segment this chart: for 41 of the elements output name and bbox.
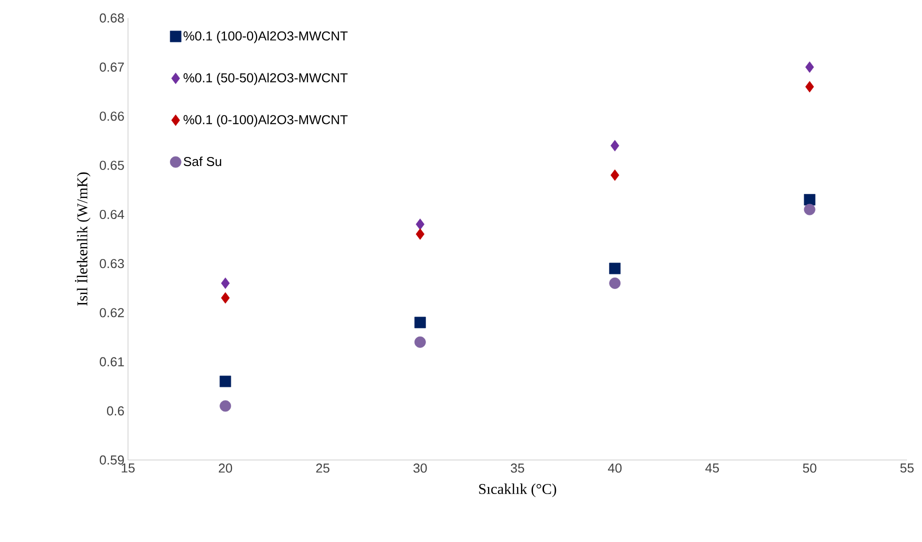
y-tick-label: 0.64 [100, 210, 124, 220]
point [414, 316, 426, 328]
legend-label: Saf Su [184, 156, 222, 166]
point [610, 140, 620, 152]
legend-label: %0.1 (50-50)Al2O3-MWCNT [184, 72, 348, 85]
point [416, 218, 424, 230]
point [804, 194, 816, 206]
y-tick-label: 0.66 [100, 112, 124, 121]
point [220, 376, 232, 388]
x-tick-label: 35 [510, 464, 524, 473]
x-tick-label: 40 [608, 464, 622, 473]
x-tick-label: 50 [802, 464, 816, 473]
legend-label: %0.1 (100-0)Al2O3-MWCNT [184, 31, 348, 44]
y-tick-label: 0.63 [100, 258, 124, 268]
point [414, 336, 426, 348]
point [609, 278, 621, 289]
point [609, 262, 621, 274]
point [221, 278, 230, 289]
point [805, 61, 814, 73]
x-tick-label: 20 [218, 464, 232, 473]
y-tick-label: 0.68 [100, 13, 124, 23]
point [805, 81, 814, 92]
x-tick-label: 15 [122, 464, 135, 473]
y-tick-label: 0.61 [100, 357, 124, 366]
y-tick-label: 0.59 [100, 455, 124, 465]
point [610, 169, 620, 181]
legend-label: %0.1 (0-100)Al2O3-MWCNT [184, 114, 348, 127]
x-tick-label: 25 [316, 464, 330, 473]
point [416, 228, 424, 240]
x-axis-title: Sıcaklık (°C) [479, 484, 556, 498]
x-tick-label: 45 [705, 464, 719, 473]
y-tick-label: 0.6 [106, 406, 124, 416]
point [804, 204, 816, 216]
point [220, 400, 232, 412]
y-tick-label: 0.65 [100, 160, 124, 170]
x-tick-label: 55 [900, 464, 914, 473]
x-tick-label: 30 [413, 464, 427, 473]
y-tick-label: 0.67 [100, 62, 124, 72]
point [221, 292, 230, 304]
y-tick-label: 0.62 [100, 308, 124, 318]
y-axis-title: Isıl İletkenlik (W/mK) [74, 172, 90, 306]
